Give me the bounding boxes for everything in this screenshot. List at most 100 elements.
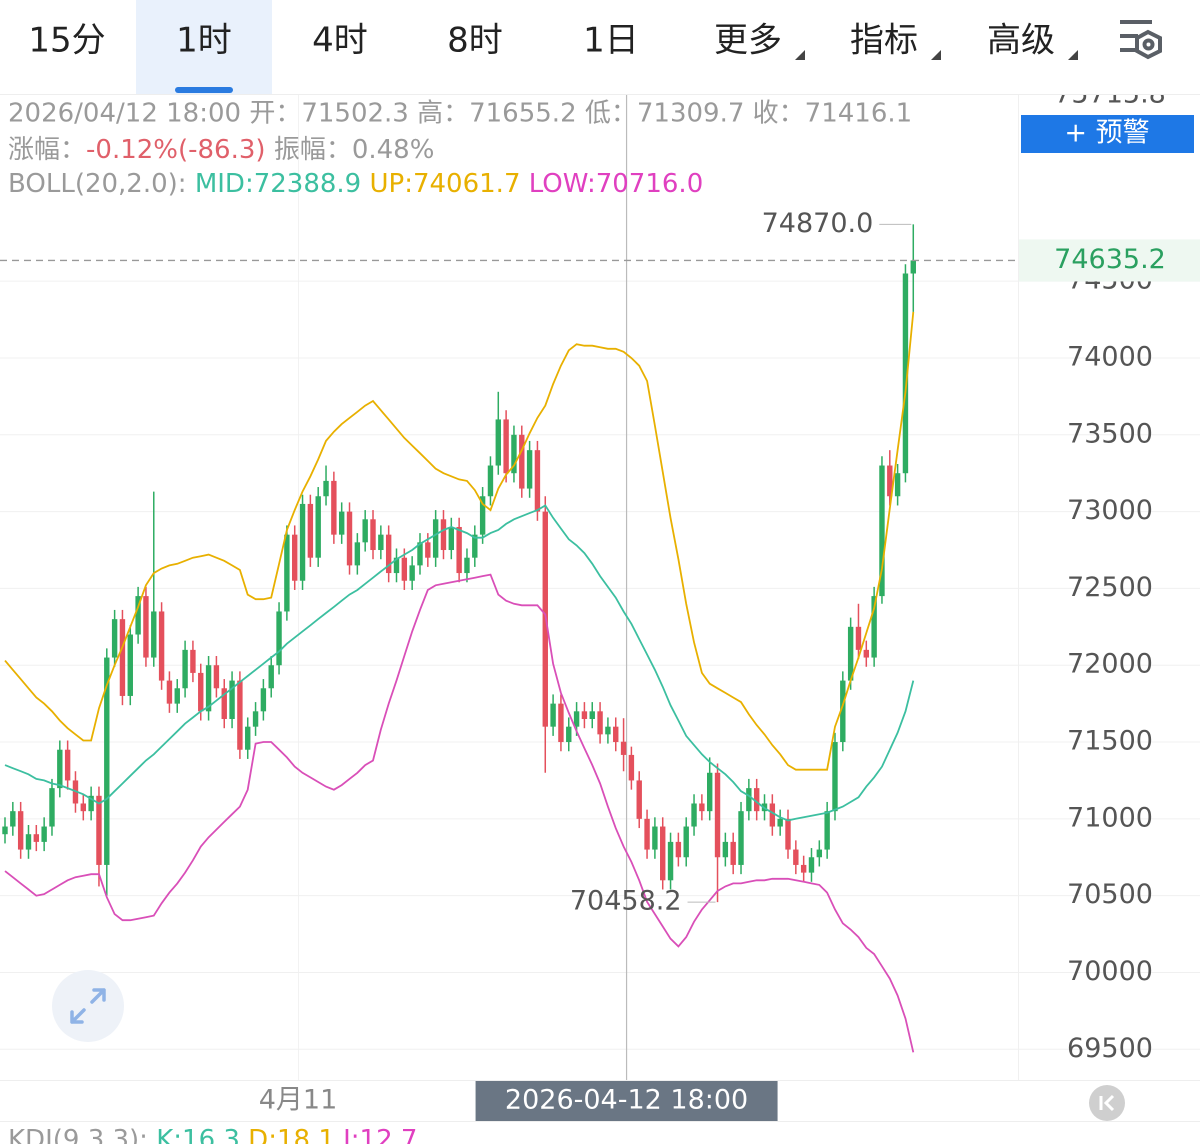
- boll-line: [4, 504, 915, 822]
- candle-body: [511, 434, 517, 474]
- y-tick-label: 71000: [1067, 802, 1153, 833]
- candle-body: [573, 711, 580, 727]
- candle-body: [660, 826, 666, 881]
- min-label: 70458.2: [570, 886, 682, 917]
- candle-body: [432, 519, 439, 558]
- readout-segment: J:12.7: [335, 1125, 418, 1144]
- tab[interactable]: 更多: [714, 21, 782, 61]
- tab[interactable]: 1日: [583, 21, 639, 61]
- candle-body: [315, 496, 321, 558]
- candle-body: [793, 849, 799, 865]
- y-tick-label: 73500: [1067, 418, 1153, 449]
- readout-segment: UP:74061.7: [361, 169, 520, 199]
- candle-body: [17, 811, 24, 850]
- candle-body: [495, 419, 501, 466]
- candle-body: [894, 473, 901, 497]
- candle-body: [855, 626, 862, 650]
- candle-body: [667, 841, 674, 881]
- candle-body: [519, 434, 525, 489]
- candle-body: [456, 526, 462, 574]
- candle-body: [816, 849, 823, 858]
- candle-body: [260, 688, 267, 712]
- max-label: 74870.0: [762, 208, 874, 239]
- current-price-box: [1019, 239, 1200, 282]
- candle-body: [699, 803, 705, 812]
- candle-body: [800, 864, 807, 873]
- tab[interactable]: 1时: [176, 21, 232, 61]
- candle-body: [245, 726, 251, 750]
- candle-body: [902, 273, 909, 474]
- candle-body: [174, 688, 180, 704]
- candle-body: [628, 754, 635, 781]
- candle-body: [675, 841, 682, 858]
- candle-body: [143, 596, 149, 658]
- tab[interactable]: 4时: [312, 21, 368, 61]
- settings-icon[interactable]: [1120, 20, 1162, 60]
- candle-body: [558, 703, 564, 743]
- crosshair-time-box: [475, 1081, 778, 1121]
- candle-body: [166, 680, 173, 704]
- candle-body: [472, 534, 478, 558]
- tab[interactable]: 8时: [447, 21, 503, 61]
- candle-body: [237, 680, 243, 750]
- readout-segment: MID:72388.9: [195, 169, 361, 199]
- tab[interactable]: 指标: [850, 21, 918, 61]
- alert-button[interactable]: + 预警: [1021, 115, 1194, 153]
- candle-body: [722, 841, 729, 858]
- scroll-end-button[interactable]: [1089, 1085, 1125, 1121]
- candle-body: [205, 665, 212, 712]
- candle-body: [119, 619, 126, 696]
- candle-body: [64, 749, 71, 781]
- candle-body: [753, 788, 760, 812]
- candle-body: [10, 811, 16, 827]
- candle-body: [41, 826, 47, 842]
- overlay: 74635.2 74870.0 70458.2 2026-04-12 18:00: [0, 208, 1200, 1121]
- candle-body: [417, 542, 423, 566]
- candle-body: [182, 649, 188, 689]
- candle-body: [370, 519, 376, 551]
- kdj-readout: KDJ(9,3,3): K:16.3 D:18.1 J:12.7: [8, 1125, 417, 1144]
- candle-body: [440, 519, 447, 551]
- candle-body: [910, 260, 916, 274]
- readout-segment: KDJ(9,3,3):: [8, 1125, 156, 1144]
- candle-body: [127, 634, 133, 696]
- candle-body: [636, 780, 642, 819]
- candle-body: [33, 834, 40, 842]
- candle-body: [49, 788, 55, 827]
- candle-body: [847, 626, 854, 681]
- x-tick-label: 4月11: [259, 1085, 338, 1116]
- candle-body: [581, 711, 588, 719]
- boll-line: [4, 573, 915, 1053]
- candle-body: [151, 611, 157, 658]
- info-line-2: 涨幅：-0.12%(-86.3) 振幅：0.48%: [8, 135, 434, 165]
- candle-body: [104, 657, 110, 865]
- tab[interactable]: 15分: [28, 21, 105, 61]
- dropdown-marker: [795, 50, 805, 60]
- candle-body: [566, 726, 572, 743]
- candle-body: [57, 749, 63, 789]
- candle-body: [550, 703, 556, 727]
- candle-body: [276, 611, 282, 666]
- candle-body: [691, 803, 697, 827]
- candle-body: [401, 557, 408, 581]
- y-tick-label: 69500: [1067, 1033, 1153, 1064]
- dropdown-marker: [931, 50, 941, 60]
- readout-segment: -0.12%(-86.3): [86, 135, 266, 165]
- candle-body: [534, 450, 541, 512]
- candle-body: [135, 596, 141, 635]
- tab[interactable]: 高级: [987, 21, 1055, 61]
- y-tick-label: 73000: [1067, 495, 1153, 526]
- active-tab-bg: [136, 0, 272, 94]
- candle-body: [644, 818, 650, 850]
- candle-body: [354, 542, 361, 566]
- candle-body: [323, 480, 329, 497]
- boll-line: [4, 311, 915, 771]
- candle-body: [378, 534, 384, 551]
- y-top-label: 75715.8: [1054, 79, 1166, 110]
- dropdown-marker: [1068, 50, 1078, 60]
- candle-body: [769, 803, 776, 827]
- candle-body: [487, 465, 494, 497]
- candle-body: [738, 811, 744, 865]
- expand-button[interactable]: [52, 970, 124, 1042]
